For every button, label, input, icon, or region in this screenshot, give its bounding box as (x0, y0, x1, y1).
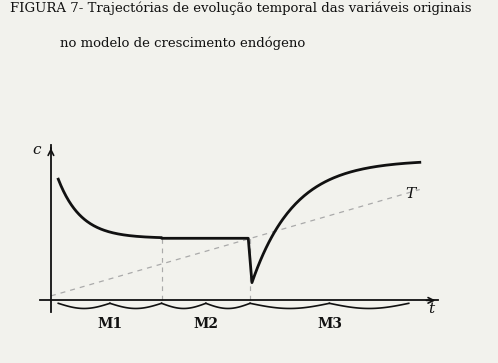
Text: M2: M2 (193, 317, 218, 331)
Text: T: T (405, 187, 415, 201)
Text: M3: M3 (317, 317, 342, 331)
Text: FIGURA 7- Trajectórias de evolução temporal das variáveis originais: FIGURA 7- Trajectórias de evolução tempo… (10, 2, 472, 15)
Text: t: t (428, 302, 434, 316)
Text: M1: M1 (98, 317, 123, 331)
Text: no modelo de crescimento endógeno: no modelo de crescimento endógeno (60, 36, 305, 50)
Text: c: c (32, 143, 40, 156)
